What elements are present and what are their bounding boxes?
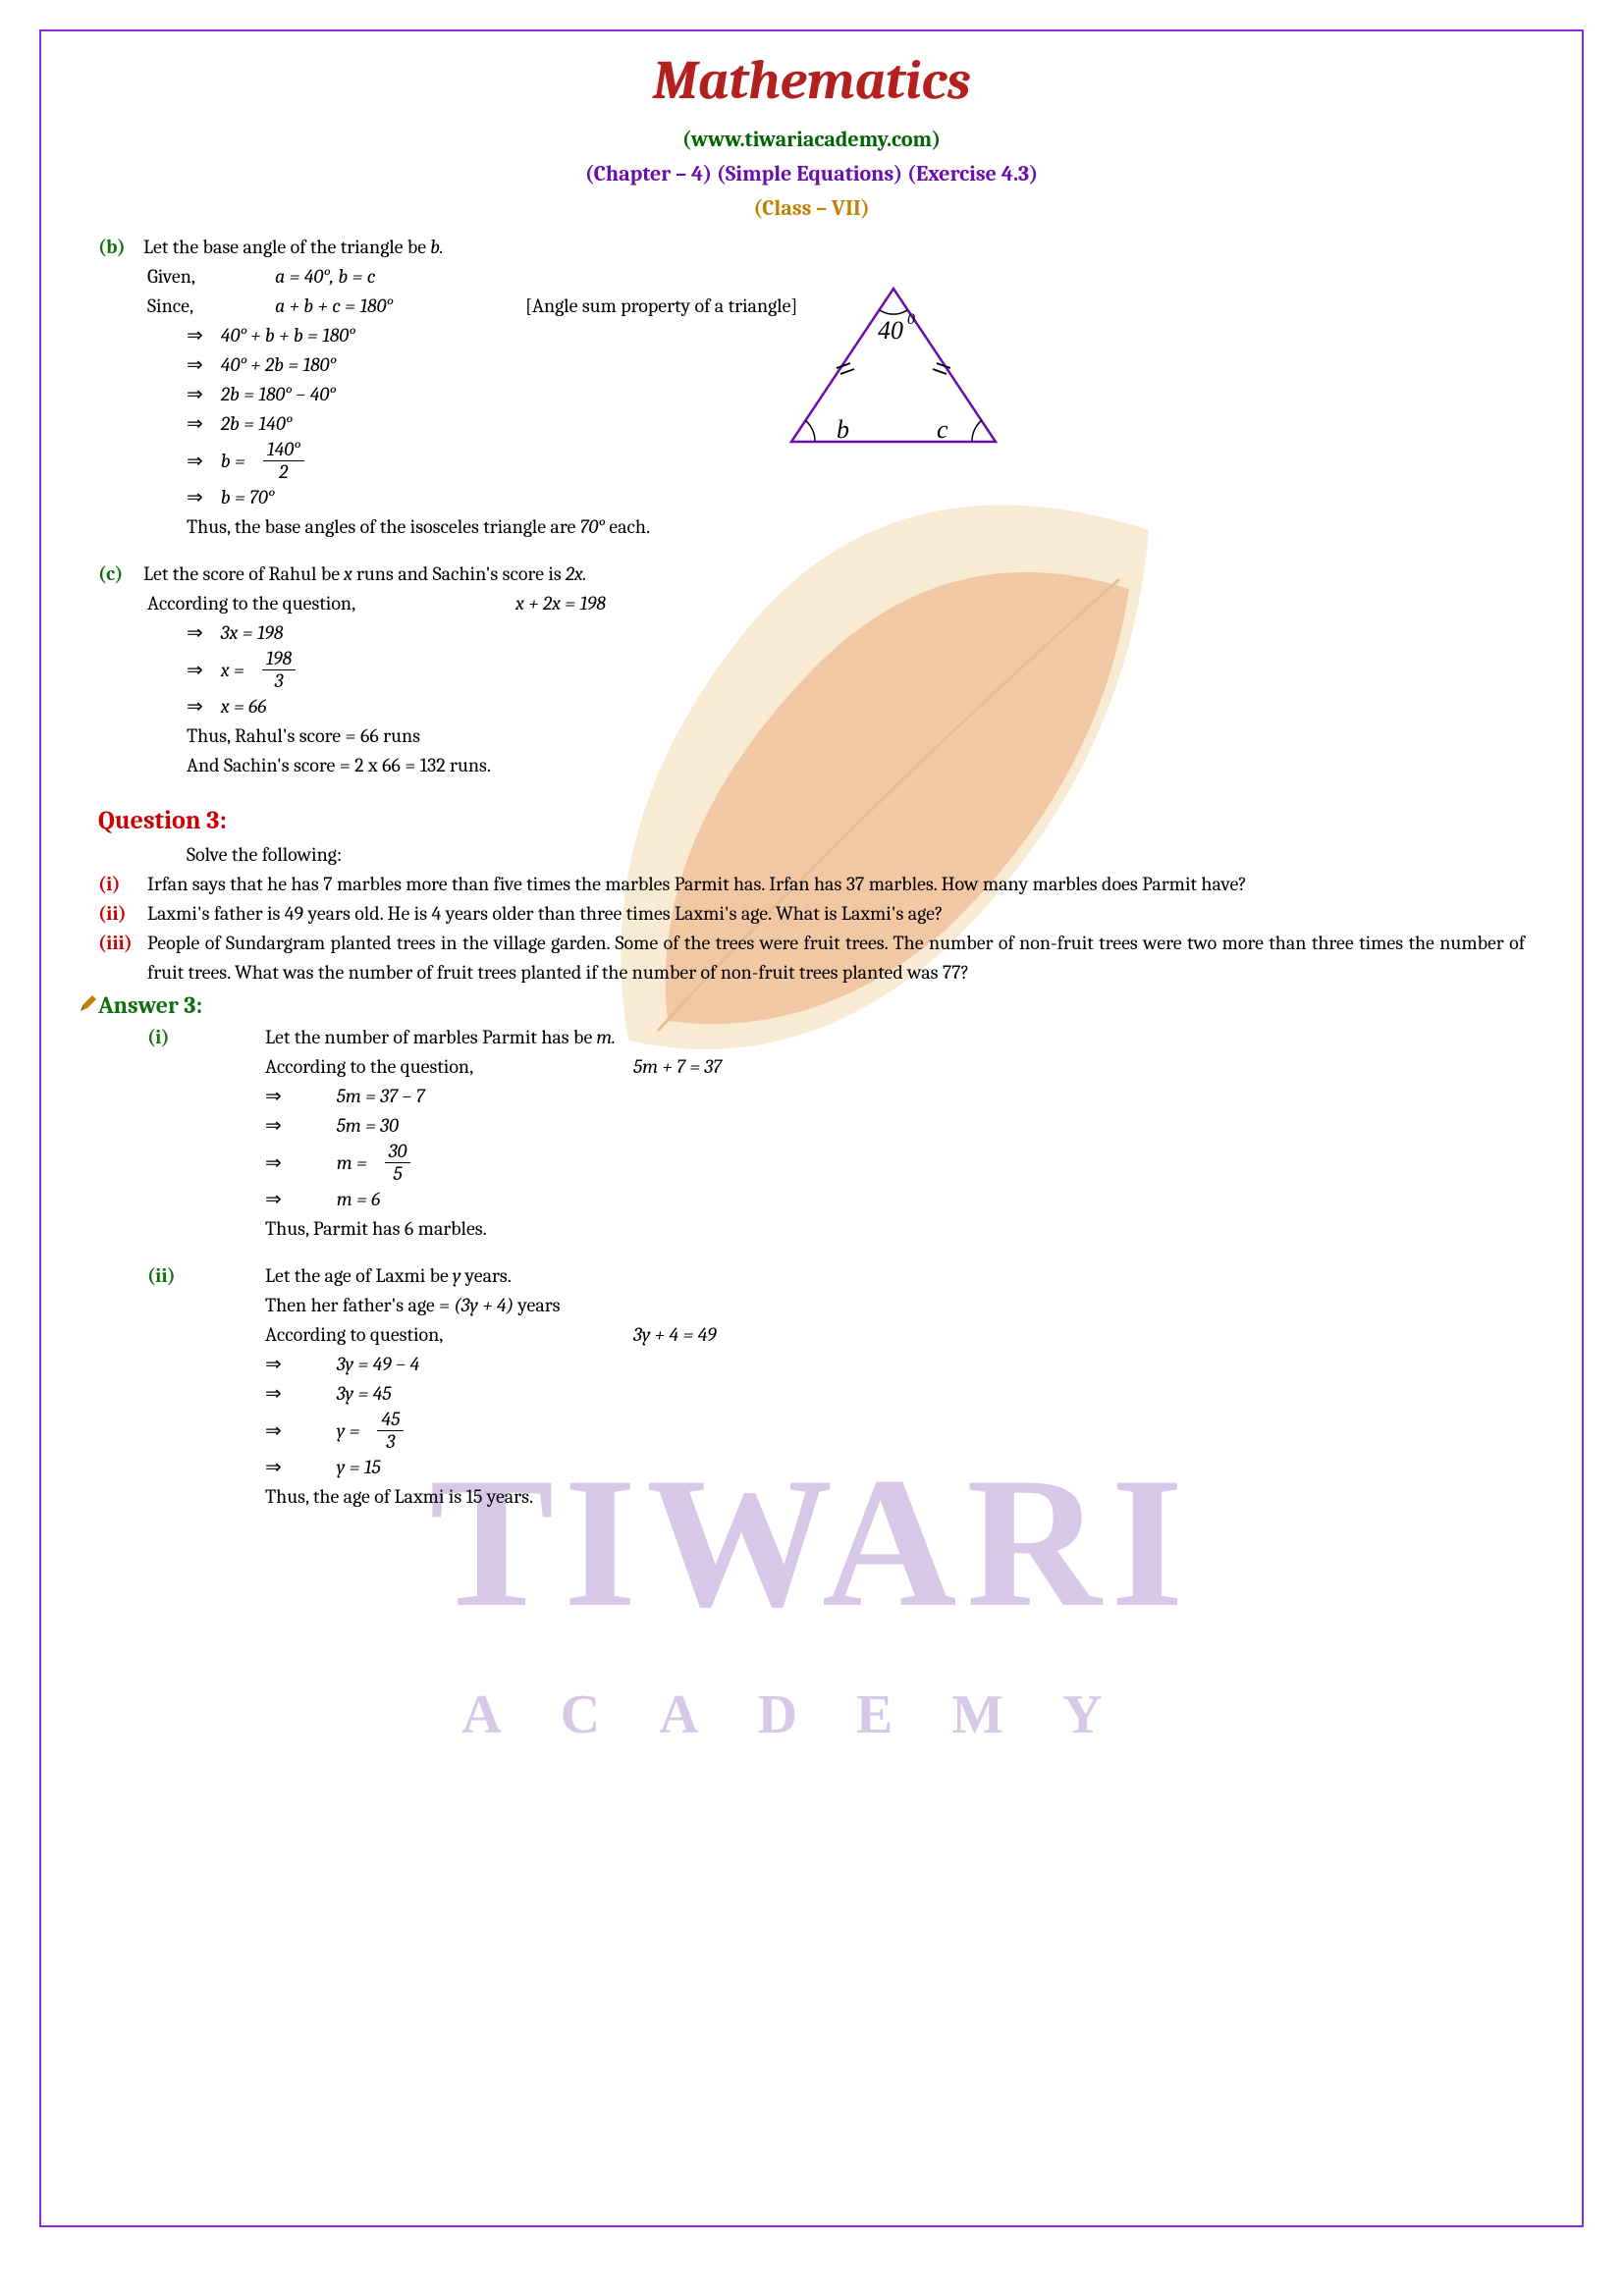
c-step-final: ⇒x = 66 bbox=[187, 692, 1525, 721]
a3ii-line2: Then her father's age = (3y + 4) years bbox=[265, 1291, 1525, 1320]
c-intro-2: runs and Sachin's score is bbox=[356, 560, 562, 589]
a3ii-intro: (ii) Let the age of Laxmi be y years. bbox=[147, 1261, 1525, 1291]
answer-3: Answer 3: (i) Let the number of marbles … bbox=[98, 988, 1525, 1512]
svg-text:40: 40 bbox=[878, 316, 903, 345]
a3i-step-1: ⇒5m = 30 bbox=[265, 1111, 1525, 1141]
given-label: Given, bbox=[147, 262, 275, 292]
solution-c: (c) Let the score of Rahul be x runs and… bbox=[98, 560, 1525, 780]
c-intro-line: (c) Let the score of Rahul be x runs and… bbox=[98, 560, 1525, 589]
q3-label: Question 3: bbox=[98, 802, 1525, 840]
c-label: (c) bbox=[98, 560, 143, 589]
question-3: Question 3: Solve the following: (i) Irf… bbox=[98, 802, 1525, 988]
svg-text:b: b bbox=[837, 415, 849, 444]
svg-text:0: 0 bbox=[907, 311, 915, 328]
c-var1: x bbox=[344, 560, 352, 589]
q3-part-i: (i) Irfan says that he has 7 marbles mor… bbox=[98, 870, 1525, 899]
q3-part-iii: (iii) People of Sundargram planted trees… bbox=[98, 929, 1525, 988]
svg-text:c: c bbox=[937, 415, 948, 444]
watermark-small: ACADEMY bbox=[0, 1674, 1623, 1756]
a3ii-step-frac: ⇒ y = 453 bbox=[265, 1409, 1525, 1453]
a3-heading: Answer 3: bbox=[79, 988, 1525, 1023]
since-reason: [Angle sum property of a triangle] bbox=[525, 292, 797, 321]
c-step-0: ⇒3x = 198 bbox=[187, 618, 1525, 648]
a3ii-according: According to question, 3y + 4 = 49 bbox=[265, 1320, 1525, 1350]
a3ii-step-1: ⇒3y = 45 bbox=[265, 1379, 1525, 1409]
pencil-icon bbox=[79, 992, 98, 1012]
b-intro-var: b. bbox=[430, 233, 444, 262]
class-line: (Class – VII) bbox=[98, 192, 1525, 225]
since-label: Since, bbox=[147, 292, 275, 321]
since-expr: a + b + c = 180° bbox=[275, 292, 525, 321]
a3i-step-frac: ⇒ m = 305 bbox=[265, 1141, 1525, 1185]
a3i-conclusion: Thus, Parmit has 6 marbles. bbox=[265, 1214, 1525, 1244]
a3ii-step-final: ⇒y = 15 bbox=[265, 1453, 1525, 1482]
a3i-step-0: ⇒5m = 37 − 7 bbox=[265, 1082, 1525, 1111]
a3i-intro: (i) Let the number of marbles Parmit has… bbox=[147, 1023, 1525, 1052]
a3i-step-final: ⇒m = 6 bbox=[265, 1185, 1525, 1214]
a3-label: Answer 3: bbox=[98, 988, 202, 1023]
header: Mathematics (www.tiwariacademy.com) (Cha… bbox=[98, 39, 1525, 225]
c-conclusion-1: Thus, Rahul's score = 66 runs bbox=[187, 721, 1525, 751]
a3ii-step-0: ⇒3y = 49 − 4 bbox=[265, 1350, 1525, 1379]
b-intro-line: (b) Let the base angle of the triangle b… bbox=[98, 233, 1525, 262]
given-expr: a = 40°, b = c bbox=[275, 262, 375, 292]
c-according: According to the question, x + 2x = 198 bbox=[147, 589, 1525, 618]
chapter-line: (Chapter – 4) (Simple Equations) (Exerci… bbox=[98, 158, 1525, 190]
c-var2: 2x. bbox=[566, 560, 587, 589]
b-label: (b) bbox=[98, 233, 143, 262]
a3-part-i: (i) Let the number of marbles Parmit has… bbox=[98, 1023, 1525, 1244]
b-conclusion: Thus, the base angles of the isosceles t… bbox=[187, 512, 1525, 542]
b-step-final: ⇒b = 70° bbox=[187, 483, 1525, 512]
a3ii-conclusion: Thus, the age of Laxmi is 15 years. bbox=[265, 1482, 1525, 1512]
b-intro-text: Let the base angle of the triangle be bbox=[143, 233, 426, 262]
website-link: (www.tiwariacademy.com) bbox=[98, 124, 1525, 156]
c-conclusion-2: And Sachin's score = 2 x 66 = 132 runs. bbox=[187, 751, 1525, 780]
q3-part-ii: (ii) Laxmi's father is 49 years old. He … bbox=[98, 899, 1525, 929]
c-step-frac: ⇒ x = 1983 bbox=[187, 648, 1525, 692]
page: TIWARI ACADEMY Mathematics (www.tiwariac… bbox=[0, 0, 1623, 2296]
page-title: Mathematics bbox=[98, 39, 1525, 122]
content: Mathematics (www.tiwariacademy.com) (Cha… bbox=[39, 29, 1584, 1541]
q3-intro: Solve the following: bbox=[187, 840, 1525, 870]
c-intro-1: Let the score of Rahul be bbox=[143, 560, 340, 589]
a3i-according: According to the question, 5m + 7 = 37 bbox=[265, 1052, 1525, 1082]
a3-part-ii: (ii) Let the age of Laxmi be y years. Th… bbox=[98, 1261, 1525, 1512]
triangle-figure: 40 0 b c bbox=[776, 275, 1011, 470]
